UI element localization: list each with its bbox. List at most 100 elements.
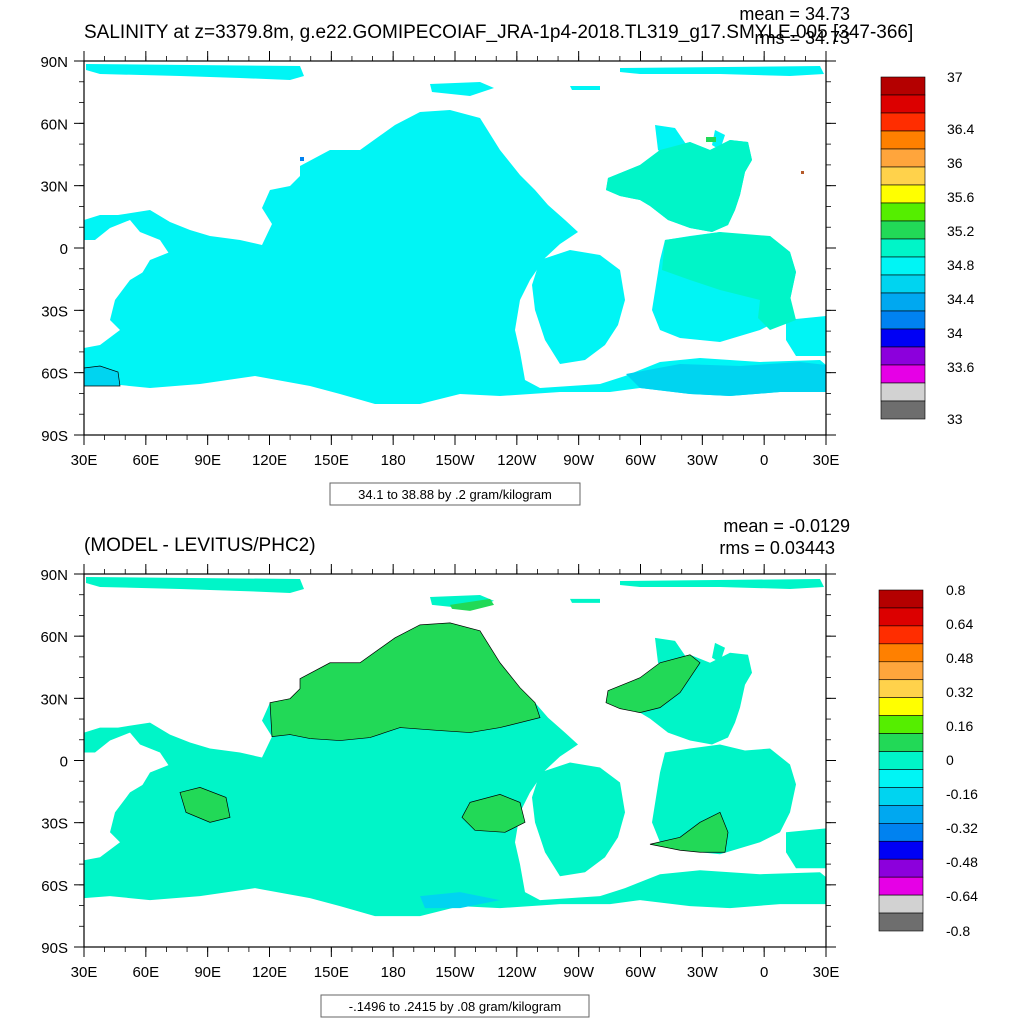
positive-anomaly bbox=[179, 787, 231, 823]
ocean-region bbox=[758, 296, 796, 330]
colorbar-label: 34.8 bbox=[947, 257, 974, 273]
lon-label: 0 bbox=[760, 452, 768, 469]
rms-stat: rms = 0.03443 bbox=[719, 538, 835, 558]
lon-label: 120W bbox=[497, 964, 537, 981]
positive-anomaly bbox=[461, 794, 526, 833]
colorbar-swatch bbox=[880, 148, 926, 168]
mean-stat: mean = -0.0129 bbox=[723, 516, 850, 536]
lon-label: 60E bbox=[132, 964, 159, 981]
lat-label: 0 bbox=[60, 754, 68, 771]
colorbar-swatch bbox=[880, 130, 926, 150]
colorbar-label: 35.6 bbox=[947, 189, 974, 205]
lat-label: 60S bbox=[41, 878, 68, 895]
positive-anomaly bbox=[269, 622, 541, 741]
colorbar-swatch bbox=[878, 876, 924, 896]
colorbar-swatch bbox=[880, 94, 926, 114]
colorbar-swatch bbox=[880, 274, 926, 294]
high-salinity-spot bbox=[706, 137, 716, 142]
colorbar-swatch bbox=[878, 625, 924, 645]
lat-label: 30N bbox=[40, 691, 68, 708]
lon-label: 0 bbox=[760, 964, 768, 981]
lat-label: 30S bbox=[41, 303, 68, 320]
colorbar-swatch bbox=[878, 607, 924, 627]
colorbar-label: 34.4 bbox=[947, 291, 974, 307]
lon-label: 180 bbox=[381, 452, 406, 469]
lon-label: 150E bbox=[314, 452, 349, 469]
high-salinity-spot bbox=[801, 171, 804, 174]
ocean-region bbox=[606, 140, 752, 232]
colorbar-label: 33 bbox=[947, 411, 963, 427]
colorbar-label: 34 bbox=[947, 325, 963, 341]
lower-salinity-region bbox=[84, 365, 121, 387]
colorbar-label: 36.4 bbox=[947, 121, 974, 137]
colorbar-swatch bbox=[878, 751, 924, 770]
positive-anomaly bbox=[605, 654, 701, 713]
colorbar-swatch bbox=[878, 643, 924, 663]
colorbar-swatch bbox=[880, 292, 926, 312]
colorbar-swatch bbox=[878, 858, 924, 878]
colorbar-swatch bbox=[880, 112, 926, 132]
colorbar-swatch bbox=[880, 184, 926, 204]
colorbar-label: -0.16 bbox=[946, 786, 978, 802]
lon-label: 60W bbox=[625, 452, 657, 469]
colorbar-swatch bbox=[878, 840, 924, 860]
colorbar-swatch bbox=[878, 894, 924, 914]
lat-label: 60S bbox=[41, 366, 68, 383]
lon-label: 30E bbox=[813, 452, 840, 469]
mean-stat: mean = 34.73 bbox=[739, 4, 850, 24]
lon-label: 150W bbox=[435, 964, 475, 981]
lon-label: 120E bbox=[252, 452, 287, 469]
colorbar-swatch bbox=[878, 805, 924, 824]
rms-stat: rms = 34.73 bbox=[754, 28, 850, 48]
colorbar-label: 0.8 bbox=[946, 582, 966, 598]
colorbar: 37 36.4 36 35.6 35.2 34.8 34.4 34 33.6 33 bbox=[880, 69, 974, 427]
colorbar-label: -0.64 bbox=[946, 888, 978, 904]
colorbar-swatch bbox=[878, 823, 924, 842]
lon-label: 120E bbox=[252, 964, 287, 981]
lon-label: 180 bbox=[381, 964, 406, 981]
positive-anomaly bbox=[649, 811, 729, 853]
lon-label: 30E bbox=[71, 452, 98, 469]
colorbar: 0.8 0.64 0.48 0.32 0.16 0 -0.16 -0.32 -0.48 -0.64… bbox=[878, 582, 978, 939]
colorbar-swatch bbox=[878, 769, 924, 788]
colorbar-swatch bbox=[878, 912, 924, 932]
negative-anomaly bbox=[420, 892, 500, 909]
colorbar-swatch bbox=[880, 166, 926, 186]
lower-salinity-region bbox=[626, 362, 826, 396]
colorbar-swatch bbox=[880, 238, 926, 258]
colorbar-swatch bbox=[880, 310, 926, 330]
lat-label: 60N bbox=[40, 116, 68, 133]
lat-label: 90N bbox=[40, 567, 68, 584]
lon-label: 60E bbox=[132, 452, 159, 469]
contour-info-box bbox=[320, 994, 590, 1018]
colorbar-label: 0.48 bbox=[946, 650, 973, 666]
lon-label: 150W bbox=[435, 452, 475, 469]
ocean-region bbox=[662, 232, 796, 300]
lon-label: 60W bbox=[625, 964, 657, 981]
lon-label: 30E bbox=[71, 964, 98, 981]
colorbar-label: -0.32 bbox=[946, 820, 978, 836]
colorbar-label: 0.32 bbox=[946, 684, 973, 700]
contour-info-box bbox=[329, 482, 581, 506]
colorbar-swatch bbox=[878, 661, 924, 681]
colorbar-label: 35.2 bbox=[947, 223, 974, 239]
lat-label: 30N bbox=[40, 179, 68, 196]
lon-label: 90W bbox=[563, 452, 595, 469]
lat-label: 90N bbox=[40, 54, 68, 71]
colorbar-swatch bbox=[880, 256, 926, 276]
lat-label: 30S bbox=[41, 816, 68, 833]
lat-label: 0 bbox=[60, 241, 68, 258]
lon-label: 90E bbox=[194, 964, 221, 981]
panel-top: SALINITY at z=3379.8m, g.e22.GOMIPECOIAF… bbox=[40, 4, 974, 506]
colorbar-label: 36 bbox=[947, 155, 963, 171]
lon-label: 30W bbox=[687, 452, 719, 469]
colorbar-swatch bbox=[880, 76, 926, 96]
colorbar-swatch bbox=[880, 220, 926, 240]
contour-info: -.1496 to .2415 by .08 gram/kilogram bbox=[349, 999, 561, 1014]
lon-label: 120W bbox=[497, 452, 537, 469]
colorbar-swatch bbox=[880, 364, 926, 384]
colorbar-swatch bbox=[878, 733, 924, 752]
